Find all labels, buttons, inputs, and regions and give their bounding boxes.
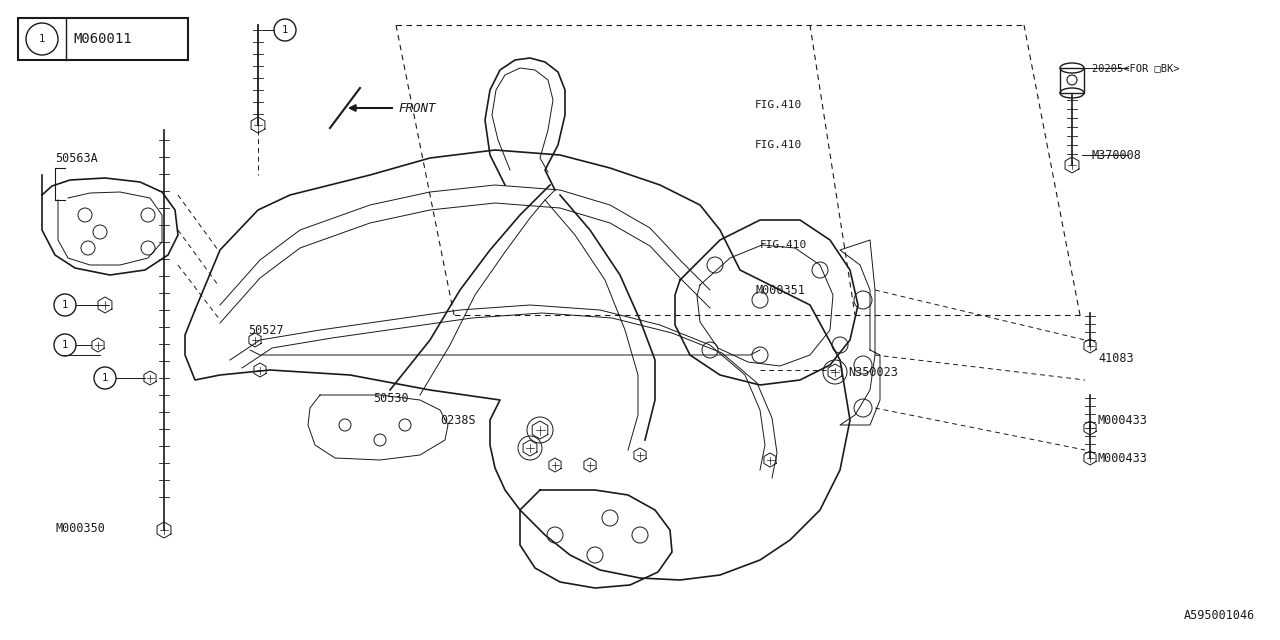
Text: FIG.410: FIG.410 [755,100,803,110]
Text: 20205<FOR □BK>: 20205<FOR □BK> [1092,63,1179,73]
Text: M060011: M060011 [73,32,132,46]
Text: M000351: M000351 [755,284,805,296]
Bar [18,18,188,60]
Text: 0238S: 0238S [440,413,476,426]
Text: 50563A: 50563A [55,152,97,164]
Text: FIG.410: FIG.410 [760,240,808,250]
Text: A595001046: A595001046 [1184,609,1254,622]
Text: 1: 1 [102,373,108,383]
Text: 1: 1 [282,25,288,35]
Text: N350023: N350023 [849,365,897,378]
Text: 1: 1 [38,34,45,44]
Text: 50530: 50530 [372,392,408,404]
Text: M370008: M370008 [1092,148,1142,161]
Text: 41083: 41083 [1098,351,1134,365]
Text: 1: 1 [61,300,68,310]
Text: 1: 1 [61,340,68,350]
Text: FRONT: FRONT [398,102,435,115]
Text: M000433: M000433 [1098,413,1148,426]
Text: FIG.410: FIG.410 [755,140,803,150]
Text: M000350: M000350 [55,522,105,534]
Bar [1060,68,1084,93]
Text: 50527: 50527 [248,323,284,337]
Text: M000433: M000433 [1098,451,1148,465]
